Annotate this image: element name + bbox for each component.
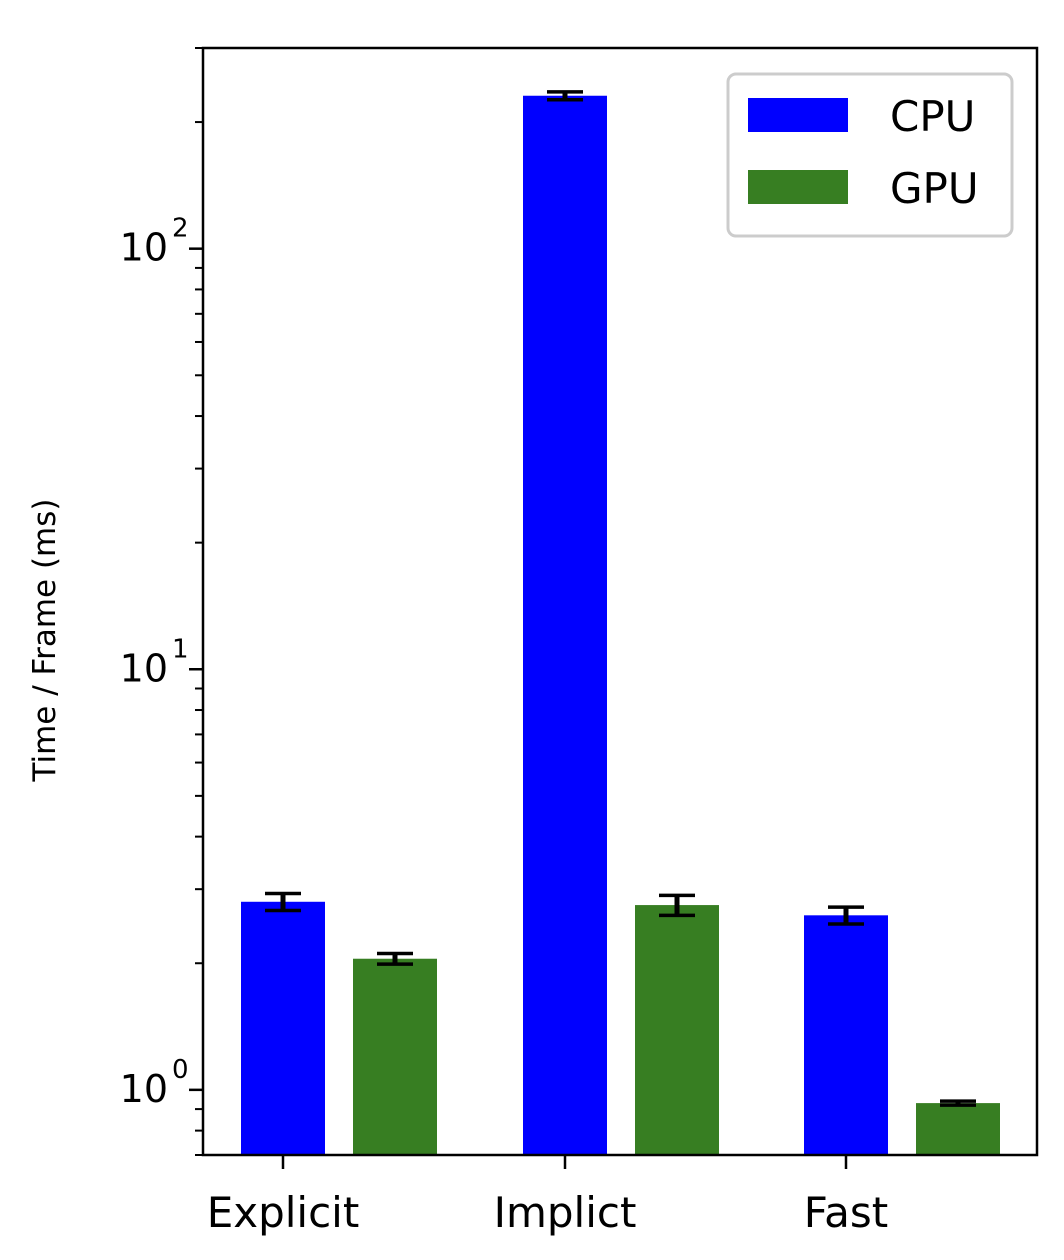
x-tick-label: Implict [494, 1188, 637, 1237]
bar-gpu-implict [635, 905, 719, 1155]
legend-label-gpu: GPU [890, 164, 979, 213]
bar-cpu-explicit [241, 901, 325, 1155]
legend-swatch-gpu [748, 170, 848, 204]
plot-frame [201, 46, 1039, 1157]
x-tick-label: Explicit [207, 1188, 360, 1237]
bar-gpu-fast [916, 1103, 1000, 1155]
y-tick-label: 10 [120, 226, 168, 270]
y-tick-exponent: 2 [172, 214, 189, 244]
y-tick-exponent: 1 [172, 634, 189, 664]
y-axis-label: Time / Frame (ms) [27, 499, 63, 783]
y-tick-exponent: 0 [172, 1055, 189, 1085]
bar-cpu-fast [804, 915, 888, 1155]
legend-swatch-cpu [748, 98, 848, 132]
y-tick-label: 10 [120, 1067, 168, 1111]
bar-gpu-explicit [353, 958, 437, 1155]
legend-label-cpu: CPU [890, 92, 975, 141]
x-tick-label: Fast [804, 1188, 888, 1237]
bar-cpu-implict [523, 95, 607, 1156]
y-tick-label: 10 [120, 646, 168, 690]
